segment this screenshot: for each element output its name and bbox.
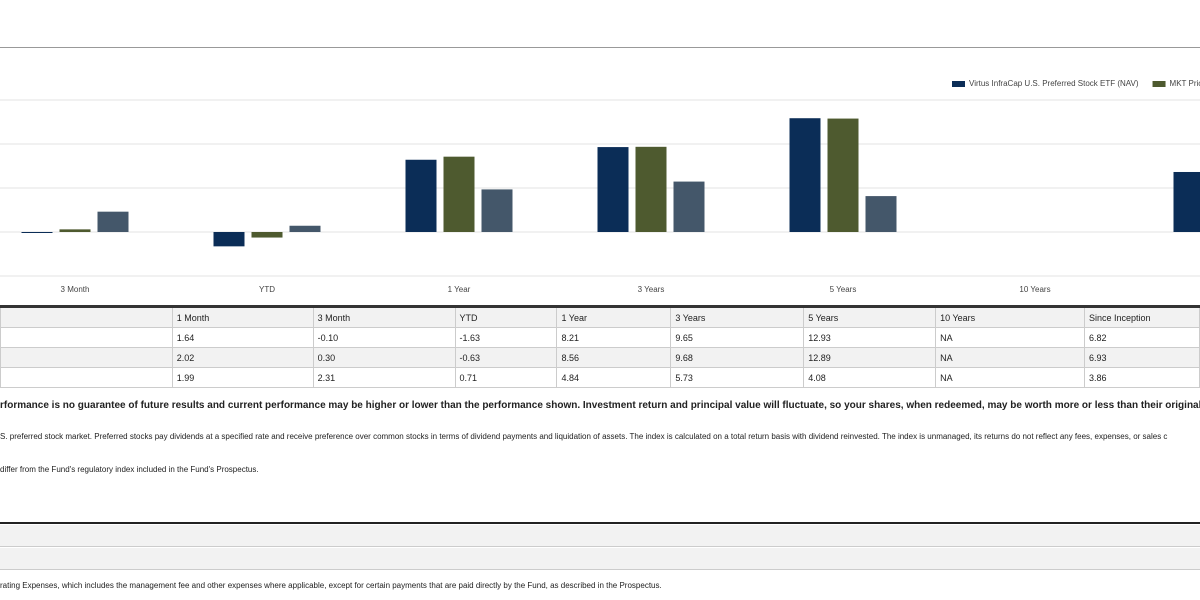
- table-cell: 9.68: [670, 347, 805, 368]
- header-cell: [0, 306, 173, 328]
- bar: [635, 146, 667, 232]
- header-row: 1 Month 3 Month YTD 1 Year 3 Years 5 Years 10 …: [0, 306, 1200, 328]
- table-cell: NA: [935, 327, 1085, 348]
- bar: [289, 225, 321, 232]
- table-cell: 5.73: [670, 367, 805, 388]
- table-cell: 2.31: [312, 367, 456, 388]
- bar: [21, 232, 53, 233]
- x-tick-label: 3 Years: [638, 285, 665, 294]
- header-cell: YTD: [454, 306, 558, 328]
- table-cell: 6.82: [1084, 327, 1200, 348]
- bar: [97, 211, 129, 232]
- row-label-cell: [0, 347, 173, 368]
- table-cell: 4.84: [556, 367, 672, 388]
- divider: [0, 522, 1200, 524]
- table-cell: -1.63: [454, 327, 558, 348]
- index-note: S. preferred stock market. Preferred sto…: [0, 432, 1168, 441]
- bar: [1173, 171, 1200, 232]
- table-cell: 12.93: [803, 327, 937, 348]
- x-tick-label: 3 Month: [61, 285, 90, 294]
- table-cell: 12.89: [803, 347, 937, 368]
- legend-label: MKT Price: [1170, 79, 1200, 88]
- table-row: 1.64 -0.10 -1.63 8.21 9.65 12.93 NA 6.82: [0, 327, 1200, 348]
- row: [0, 548, 1200, 570]
- index-note: differ from the Fund's regulatory index …: [0, 465, 259, 474]
- table-cell: 0.71: [454, 367, 558, 388]
- row-label-cell: [0, 327, 173, 348]
- header-cell: 1 Month: [171, 306, 314, 328]
- bar: [59, 229, 91, 232]
- x-tick-label: YTD: [259, 285, 275, 294]
- bar: [405, 159, 437, 232]
- table-cell: NA: [935, 347, 1085, 368]
- bar: [865, 196, 897, 232]
- table-cell: NA: [935, 367, 1085, 388]
- table-cell: -0.10: [312, 327, 456, 348]
- header-cell: 5 Years: [803, 306, 937, 328]
- table-cell: -0.63: [454, 347, 558, 368]
- table-cell: 2.02: [171, 347, 314, 368]
- x-tick-label: 10 Years: [1019, 285, 1050, 294]
- chart: 3 Month YTD 1 Year 3 Years 5 Years 10 Years Vi…: [0, 79, 1200, 294]
- bar: [481, 189, 513, 232]
- bar: [673, 181, 705, 232]
- bar: [789, 118, 821, 232]
- table-cell: 8.56: [556, 347, 672, 368]
- table-cell: 6.93: [1084, 347, 1200, 368]
- bar: [827, 118, 859, 232]
- legend-swatch: [952, 81, 965, 87]
- disclaimer: rformance is no guarantee of future resu…: [0, 400, 1200, 411]
- table-cell: 9.65: [670, 327, 805, 348]
- bar: [251, 232, 283, 238]
- header-cell: 1 Year: [556, 306, 672, 328]
- legend-swatch: [1152, 81, 1166, 87]
- expense-note: rating Expenses, which includes the mana…: [0, 581, 662, 590]
- row-label-cell: [0, 367, 173, 388]
- table-row: 2.02 0.30 -0.63 8.56 9.68 12.89 NA 6.93: [0, 347, 1200, 368]
- table-cell: 1.99: [171, 367, 314, 388]
- performance-table: 1 Month 3 Month YTD 1 Year 3 Years 5 Years 10 …: [0, 305, 1200, 388]
- bar: [597, 147, 629, 232]
- table-cell: 4.08: [803, 367, 937, 388]
- table-cell: 0.30: [312, 347, 456, 368]
- x-tick-label: 5 Years: [830, 285, 857, 294]
- table-cell: 8.21: [556, 327, 672, 348]
- table-cell: 1.64: [171, 327, 314, 348]
- row: [0, 525, 1200, 547]
- divider: [0, 47, 1200, 48]
- header-cell: Since Inception: [1084, 306, 1200, 328]
- bar: [443, 156, 475, 232]
- table-row: 1.99 2.31 0.71 4.84 5.73 4.08 NA 3.86: [0, 367, 1200, 388]
- table-cell: 3.86: [1084, 367, 1200, 388]
- bar: [213, 232, 245, 247]
- header-cell: 3 Years: [670, 306, 805, 328]
- header-cell: 10 Years: [935, 306, 1085, 328]
- header-cell: 3 Month: [312, 306, 456, 328]
- x-tick-label: 1 Year: [448, 285, 471, 294]
- legend-label: Virtus InfraCap U.S. Preferred Stock ETF…: [969, 79, 1139, 88]
